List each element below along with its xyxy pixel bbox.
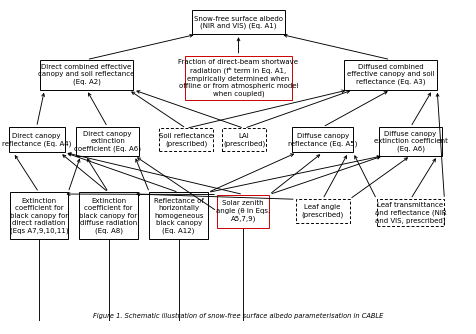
Text: Leaf angle
(prescribed): Leaf angle (prescribed) bbox=[301, 204, 343, 218]
Bar bbox=[40, 60, 133, 90]
Bar bbox=[149, 192, 208, 239]
Bar bbox=[378, 127, 441, 156]
Bar bbox=[184, 56, 292, 100]
Text: Extinction
coefficient for
black canopy for
diffuse radiation
(Eq. A8): Extinction coefficient for black canopy … bbox=[79, 198, 137, 234]
Text: Diffuse canopy
extinction coefficient
(Eq. A6): Diffuse canopy extinction coefficient (E… bbox=[373, 131, 446, 152]
Text: Solar zenith
angle (θ in Eqs.
A5,7,9): Solar zenith angle (θ in Eqs. A5,7,9) bbox=[216, 200, 270, 222]
Bar bbox=[376, 199, 444, 226]
Text: Direct combined effective
canopy and soil reflectance
(Eq. A2): Direct combined effective canopy and soi… bbox=[38, 64, 135, 85]
Text: Extinction
coefficient for
black canopy for
direct radiation
(Eqs A7,9,10,11): Extinction coefficient for black canopy … bbox=[10, 198, 68, 234]
Bar bbox=[191, 10, 285, 34]
Bar bbox=[79, 192, 138, 239]
Text: Fraction of direct-beam shortwave
radiation (fᵇ term in Eq. A1,
empirically dete: Fraction of direct-beam shortwave radiat… bbox=[178, 59, 298, 97]
Text: LAI
(prescribed): LAI (prescribed) bbox=[222, 133, 265, 147]
Bar bbox=[221, 128, 266, 151]
Text: Diffuse canopy
reflectance (Eq. A5): Diffuse canopy reflectance (Eq. A5) bbox=[288, 133, 357, 147]
Bar bbox=[10, 192, 68, 239]
Text: Soil reflectance
(prescribed): Soil reflectance (prescribed) bbox=[159, 133, 213, 147]
Text: Reflectance of
horizontally
homogeneous
black canopy
(Eq. A12): Reflectance of horizontally homogeneous … bbox=[153, 198, 203, 234]
Text: Snow-free surface albedo
(NIR and VIS) (Eq. A1): Snow-free surface albedo (NIR and VIS) (… bbox=[194, 15, 282, 29]
Bar bbox=[9, 127, 64, 152]
Bar bbox=[292, 127, 352, 152]
Text: Direct canopy
reflectance (Eq. A4): Direct canopy reflectance (Eq. A4) bbox=[2, 133, 71, 147]
Bar bbox=[159, 128, 213, 151]
Bar bbox=[76, 127, 139, 156]
Text: Direct canopy
extinction
coefficient (Eq. A6): Direct canopy extinction coefficient (Eq… bbox=[74, 131, 141, 152]
Bar bbox=[343, 60, 436, 90]
Bar bbox=[217, 194, 269, 228]
Text: Diffused combined
effective canopy and soil
reflectance (Eq. A3): Diffused combined effective canopy and s… bbox=[346, 64, 433, 85]
Text: Leaf transmittance
and reflectance (NIR
and VIS, prescribed): Leaf transmittance and reflectance (NIR … bbox=[374, 202, 446, 223]
Text: Figure 1. Schematic illustration of snow-free surface albedo parameterisation in: Figure 1. Schematic illustration of snow… bbox=[93, 313, 383, 319]
Bar bbox=[295, 199, 349, 223]
